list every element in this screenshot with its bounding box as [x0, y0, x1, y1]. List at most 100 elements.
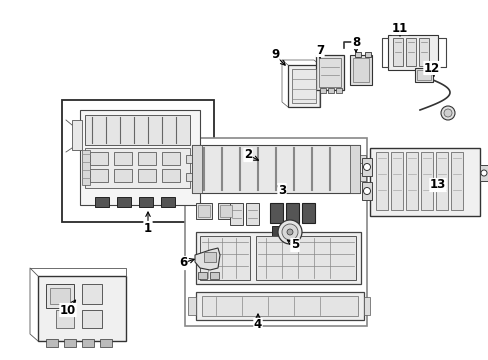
- Bar: [114, 152, 132, 165]
- Text: 4: 4: [253, 319, 262, 332]
- Text: 12: 12: [423, 62, 439, 75]
- Bar: [90, 169, 108, 182]
- Text: 8: 8: [351, 36, 359, 49]
- Bar: [414, 68, 432, 82]
- Bar: [90, 152, 108, 165]
- Polygon shape: [195, 248, 220, 270]
- Text: 10: 10: [60, 303, 76, 316]
- Text: 13: 13: [429, 179, 445, 192]
- Bar: [196, 292, 363, 320]
- Bar: [359, 155, 365, 163]
- Bar: [114, 169, 132, 182]
- Bar: [327, 88, 333, 93]
- Bar: [375, 152, 387, 210]
- Bar: [220, 205, 231, 217]
- Text: 1: 1: [143, 221, 152, 234]
- Bar: [198, 272, 206, 279]
- Bar: [416, 70, 430, 80]
- Bar: [291, 69, 315, 103]
- Bar: [72, 120, 82, 150]
- Text: 3: 3: [277, 184, 285, 197]
- Text: 2: 2: [244, 148, 251, 162]
- Bar: [202, 296, 357, 316]
- Bar: [271, 226, 282, 238]
- Bar: [192, 145, 202, 193]
- Bar: [46, 284, 74, 308]
- Bar: [184, 138, 366, 326]
- Bar: [162, 152, 180, 165]
- Bar: [287, 226, 297, 238]
- Circle shape: [282, 224, 297, 240]
- Bar: [435, 152, 447, 210]
- Bar: [50, 288, 70, 304]
- Bar: [82, 284, 102, 304]
- Bar: [85, 148, 190, 188]
- Bar: [138, 152, 156, 165]
- Bar: [56, 310, 74, 328]
- Bar: [218, 203, 234, 219]
- Text: 6: 6: [179, 256, 187, 270]
- Bar: [479, 165, 487, 181]
- Bar: [387, 35, 437, 70]
- Bar: [354, 52, 360, 57]
- Bar: [361, 182, 371, 200]
- Bar: [361, 158, 371, 176]
- Bar: [256, 236, 355, 280]
- Text: 5: 5: [290, 238, 299, 252]
- Bar: [200, 236, 249, 280]
- Bar: [359, 173, 365, 181]
- Bar: [269, 203, 283, 223]
- Bar: [352, 58, 368, 82]
- Bar: [364, 52, 370, 57]
- Bar: [315, 55, 343, 90]
- Bar: [420, 152, 432, 210]
- Bar: [82, 310, 102, 328]
- Bar: [405, 152, 417, 210]
- Bar: [318, 58, 340, 87]
- Bar: [198, 205, 209, 217]
- Circle shape: [278, 220, 302, 244]
- Bar: [349, 55, 371, 85]
- Bar: [405, 38, 415, 66]
- Bar: [245, 203, 259, 225]
- Text: 11: 11: [391, 22, 407, 35]
- Bar: [363, 297, 369, 315]
- Circle shape: [363, 188, 370, 194]
- Bar: [450, 152, 462, 210]
- Bar: [161, 197, 175, 207]
- Bar: [80, 110, 200, 205]
- Bar: [192, 145, 359, 193]
- Circle shape: [286, 229, 292, 235]
- Bar: [85, 115, 190, 145]
- Bar: [185, 173, 192, 181]
- Bar: [95, 197, 109, 207]
- Bar: [229, 203, 243, 225]
- Bar: [287, 65, 319, 107]
- Text: 9: 9: [270, 49, 279, 62]
- Bar: [38, 276, 126, 341]
- Bar: [319, 88, 325, 93]
- Bar: [418, 38, 428, 66]
- Bar: [82, 339, 94, 347]
- Bar: [100, 339, 112, 347]
- Bar: [82, 150, 90, 185]
- Circle shape: [443, 109, 451, 117]
- Bar: [185, 155, 192, 163]
- Bar: [187, 297, 196, 315]
- Text: 7: 7: [315, 44, 324, 57]
- Bar: [369, 148, 479, 216]
- Circle shape: [363, 163, 370, 171]
- Bar: [335, 88, 341, 93]
- Bar: [392, 38, 402, 66]
- Bar: [162, 169, 180, 182]
- Bar: [390, 152, 402, 210]
- Circle shape: [480, 170, 486, 176]
- Bar: [138, 169, 156, 182]
- Bar: [349, 145, 359, 193]
- Bar: [64, 339, 76, 347]
- Bar: [285, 203, 298, 223]
- Bar: [302, 203, 314, 223]
- Bar: [196, 203, 212, 219]
- Bar: [139, 197, 153, 207]
- Circle shape: [440, 106, 454, 120]
